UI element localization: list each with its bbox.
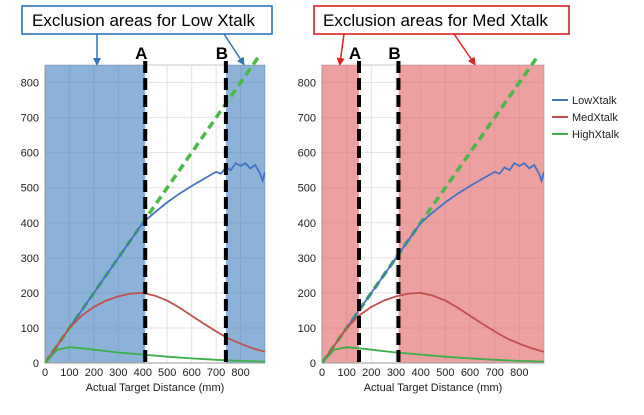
x-tick-label: 600 bbox=[461, 367, 479, 379]
series-line-high bbox=[45, 346, 265, 363]
y-tick-label: 500 bbox=[21, 183, 39, 195]
x-tick-label: 500 bbox=[158, 367, 176, 379]
x-tick-label: 500 bbox=[436, 367, 454, 379]
plot-lines bbox=[45, 57, 265, 363]
callout-box bbox=[313, 5, 570, 35]
y-tick-label: 400 bbox=[21, 218, 39, 230]
series-line-med bbox=[45, 291, 265, 363]
y-tick-label: 0 bbox=[310, 358, 316, 370]
x-tick-label: 200 bbox=[362, 367, 380, 379]
marker-label-b: B bbox=[216, 44, 228, 63]
y-tick-label: 100 bbox=[21, 323, 39, 335]
y-tick-label: 400 bbox=[298, 218, 316, 230]
x-tick-label: 0 bbox=[319, 367, 325, 379]
series-line-low bbox=[45, 162, 265, 363]
y-tick-label: 800 bbox=[298, 78, 316, 90]
callout-arrow bbox=[336, 33, 345, 66]
marker-label-b: B bbox=[388, 44, 400, 63]
x-tick-label: 600 bbox=[182, 367, 200, 379]
x-tick-label: 700 bbox=[207, 367, 225, 379]
y-tick-label: 800 bbox=[21, 78, 39, 90]
x-tick-label: 700 bbox=[485, 367, 503, 379]
y-tick-label: 200 bbox=[21, 288, 39, 300]
y-tick-label: 600 bbox=[298, 148, 316, 160]
y-tick-label: 700 bbox=[298, 113, 316, 125]
chart-panel-1: 0 100 200 300 400 500 600 700 800 0 100 200 300 400 50… bbox=[21, 5, 273, 394]
y-tick-label: 0 bbox=[33, 358, 39, 370]
y-tick-label: 200 bbox=[298, 288, 316, 300]
x-tick-label: 200 bbox=[85, 367, 103, 379]
x-tick-label: 100 bbox=[337, 367, 355, 379]
x-tick-label: 0 bbox=[42, 367, 48, 379]
y-tick-label: 600 bbox=[21, 148, 39, 160]
callout-arrow bbox=[223, 33, 245, 66]
x-axis-label: Actual Target Distance (mm) bbox=[364, 382, 503, 394]
exclusion-area bbox=[45, 65, 146, 363]
plot-lines bbox=[322, 57, 544, 363]
marker-label-a: A bbox=[349, 44, 361, 63]
x-tick-label: 100 bbox=[60, 367, 78, 379]
callout-box bbox=[21, 5, 273, 35]
series-line-high bbox=[322, 346, 544, 363]
marker-label-a: A bbox=[135, 44, 147, 63]
chart-legend: LowXtalk MedXtalk HighXtalk bbox=[552, 95, 620, 141]
y-tick-label: 300 bbox=[21, 253, 39, 265]
x-tick-label: 300 bbox=[387, 367, 405, 379]
y-tick-label: 100 bbox=[298, 323, 316, 335]
exclusion-area bbox=[225, 65, 265, 363]
legend-label-med: MedXtalk bbox=[572, 112, 618, 124]
series-line-low bbox=[322, 162, 544, 363]
legend-label-high: HighXtalk bbox=[572, 129, 620, 141]
y-tick-label: 500 bbox=[298, 183, 316, 195]
callout-text: Exclusion areas for Low Xtalk bbox=[32, 11, 255, 30]
x-tick-label: 300 bbox=[109, 367, 127, 379]
y-tick-label: 700 bbox=[21, 113, 39, 125]
legend-label-low: LowXtalk bbox=[572, 95, 617, 107]
x-tick-label: 400 bbox=[134, 367, 152, 379]
x-axis-label: Actual Target Distance (mm) bbox=[86, 382, 225, 394]
series-line-med bbox=[322, 291, 544, 363]
x-tick-label: 800 bbox=[231, 367, 249, 379]
callout-text: Exclusion areas for Med Xtalk bbox=[323, 11, 548, 30]
x-tick-label: 800 bbox=[510, 367, 528, 379]
exclusion-area bbox=[398, 65, 544, 363]
chart-panel-2: 0 100 200 300 400 500 600 700 800 0 100 200 300 400 50… bbox=[298, 5, 570, 394]
y-tick-label: 300 bbox=[298, 253, 316, 265]
x-tick-label: 400 bbox=[411, 367, 429, 379]
exclusion-area bbox=[322, 65, 359, 363]
callout-arrow bbox=[453, 33, 476, 66]
